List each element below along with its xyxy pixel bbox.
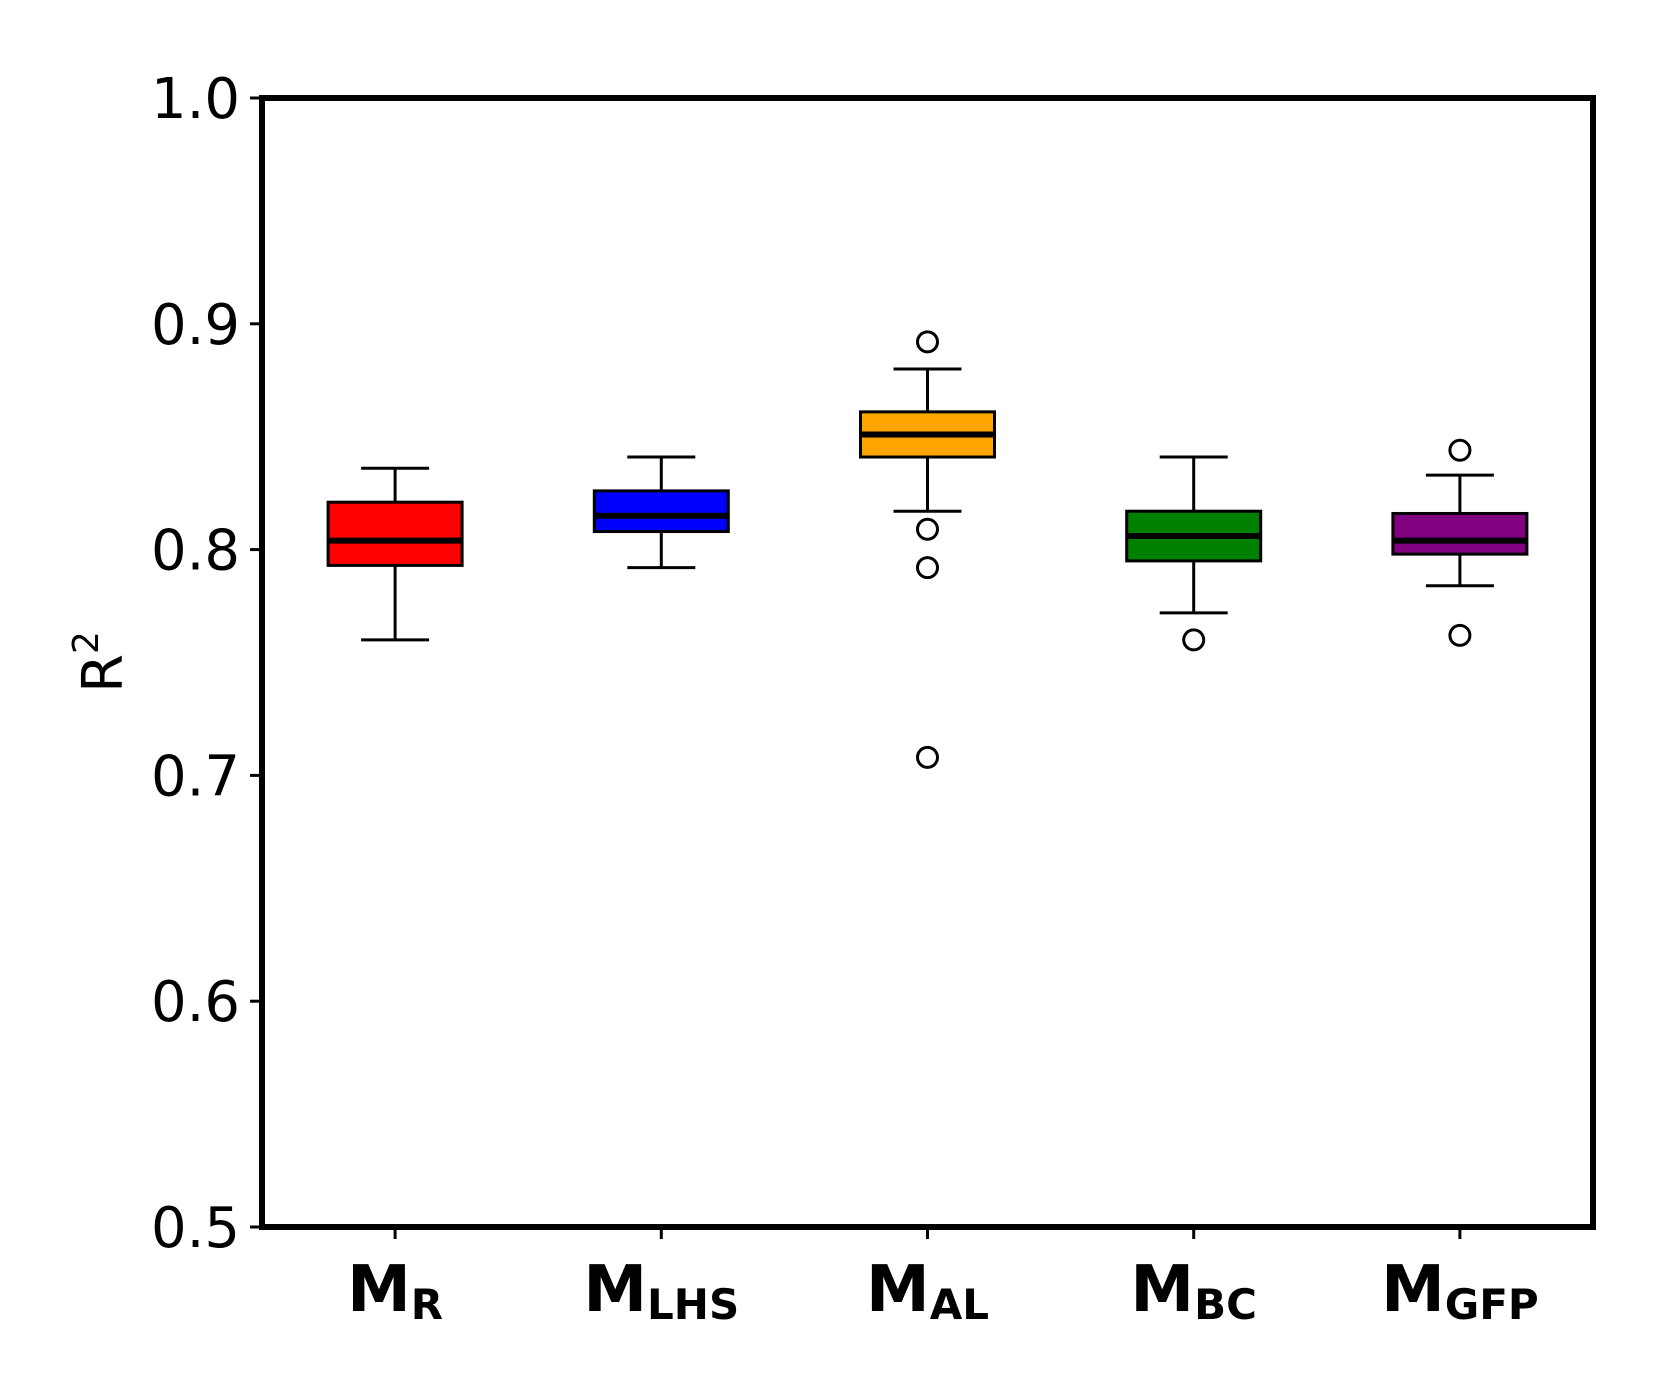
box-group	[1391, 438, 1529, 647]
y-tick-label: 0.8	[151, 519, 240, 584]
y-tick-label: 1.0	[151, 67, 240, 132]
y-axis-label: R2	[66, 631, 136, 693]
y-axis: 0.5 0.6 0.7 0.8 0.9 1.0	[151, 67, 262, 1261]
box-group	[592, 455, 730, 570]
x-tick-label-base: M	[583, 1253, 647, 1327]
x-tick-label-base: M	[347, 1253, 411, 1327]
x-tick-label: MGFP	[1381, 1253, 1539, 1329]
x-tick-label-sub: AL	[930, 1280, 989, 1329]
y-tick-label: 0.5	[151, 1196, 240, 1261]
x-tick-label-sub: R	[411, 1280, 443, 1329]
x-tick-label-base: M	[1381, 1253, 1445, 1327]
plot-frame	[259, 95, 1596, 1230]
y-tick-label: 0.7	[151, 744, 240, 809]
x-tick-label-sub: GFP	[1445, 1280, 1539, 1329]
y-tick-label: 0.6	[151, 970, 240, 1035]
outlier-point	[1448, 438, 1472, 462]
box-iqr	[1391, 511, 1529, 556]
y-axis-label-sup: 2	[66, 631, 107, 654]
y-tick-label: 0.9	[151, 293, 240, 358]
x-axis: MR MLHS MAL MBC MGFP	[347, 1227, 1539, 1329]
outlier-point	[1448, 623, 1472, 647]
box-group	[1125, 455, 1263, 652]
x-tick-label: MAL	[866, 1253, 989, 1329]
outlier-point	[916, 556, 939, 580]
outlier-point	[916, 517, 939, 541]
box-iqr	[592, 489, 730, 534]
x-tick-label-base: M	[866, 1253, 930, 1327]
box-group	[326, 466, 464, 642]
box-group	[859, 330, 996, 769]
boxes	[326, 330, 1529, 769]
outlier-point	[1182, 628, 1206, 652]
y-axis-label-base: R	[71, 654, 136, 693]
x-tick-label: MLHS	[583, 1253, 739, 1329]
x-tick-label-base: M	[1130, 1253, 1194, 1327]
outlier-point	[916, 745, 939, 769]
box-iqr	[326, 500, 464, 567]
x-tick-label-sub: BC	[1194, 1280, 1257, 1329]
x-tick-label-sub: LHS	[647, 1280, 739, 1329]
x-tick-label: MR	[347, 1253, 443, 1329]
outlier-point	[916, 330, 939, 354]
x-tick-label: MBC	[1130, 1253, 1257, 1329]
